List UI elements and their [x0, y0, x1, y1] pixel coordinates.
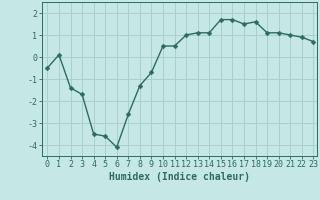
- X-axis label: Humidex (Indice chaleur): Humidex (Indice chaleur): [109, 172, 250, 182]
